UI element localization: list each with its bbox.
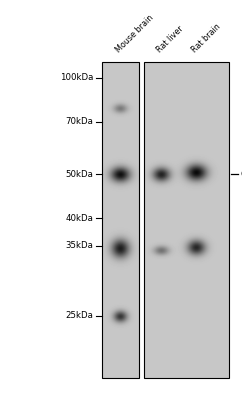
Text: CDK8: CDK8 — [241, 170, 242, 178]
Text: 100kDa: 100kDa — [60, 74, 93, 82]
Text: 35kDa: 35kDa — [65, 242, 93, 250]
Text: 25kDa: 25kDa — [65, 312, 93, 320]
Text: 50kDa: 50kDa — [65, 170, 93, 178]
Bar — [102, 62, 139, 378]
Bar — [102, 62, 139, 378]
Text: 40kDa: 40kDa — [65, 214, 93, 222]
Text: 70kDa: 70kDa — [65, 118, 93, 126]
Bar — [144, 62, 229, 378]
Bar — [144, 62, 229, 378]
Text: Rat brain: Rat brain — [190, 22, 222, 54]
Text: Mouse brain: Mouse brain — [114, 13, 155, 54]
Text: Rat liver: Rat liver — [155, 24, 185, 54]
